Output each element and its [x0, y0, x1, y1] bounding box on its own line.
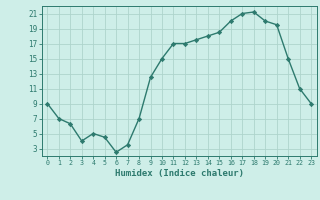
X-axis label: Humidex (Indice chaleur): Humidex (Indice chaleur)	[115, 169, 244, 178]
